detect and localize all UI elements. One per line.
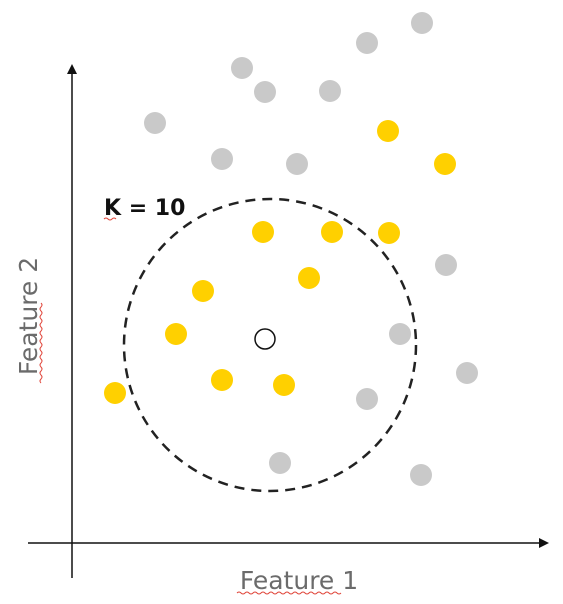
gray-point [410,464,432,486]
yellow-point [434,153,456,175]
yellow-point [192,280,214,302]
gray-point [254,81,276,103]
gray-point [211,148,233,170]
yellow-point [378,222,400,244]
query-point [254,328,276,350]
gray-point [411,12,433,34]
y-axis-label-underline [39,302,43,384]
gray-point [435,254,457,276]
gray-point [389,323,411,345]
k-label: K = 10 [104,196,185,221]
gray-point [286,153,308,175]
gray-point [269,452,291,474]
yellow-point [104,382,126,404]
yellow-point [252,221,274,243]
gray-point [356,388,378,410]
yellow-point [298,267,320,289]
k-label-underline [103,217,117,221]
x-axis-label: Feature 1 [240,566,358,595]
yellow-point [165,323,187,345]
x-axis-label-underline [236,591,342,595]
gray-point [231,57,253,79]
gray-point [319,80,341,102]
y-axis-label: Feature 2 [14,257,43,375]
k-neighborhood-circle [122,197,418,493]
yellow-point [321,221,343,243]
data-points [104,12,478,486]
gray-point [456,362,478,384]
yellow-point [377,120,399,142]
yellow-point [211,369,233,391]
gray-point [356,32,378,54]
yellow-point [273,374,295,396]
gray-point [144,112,166,134]
